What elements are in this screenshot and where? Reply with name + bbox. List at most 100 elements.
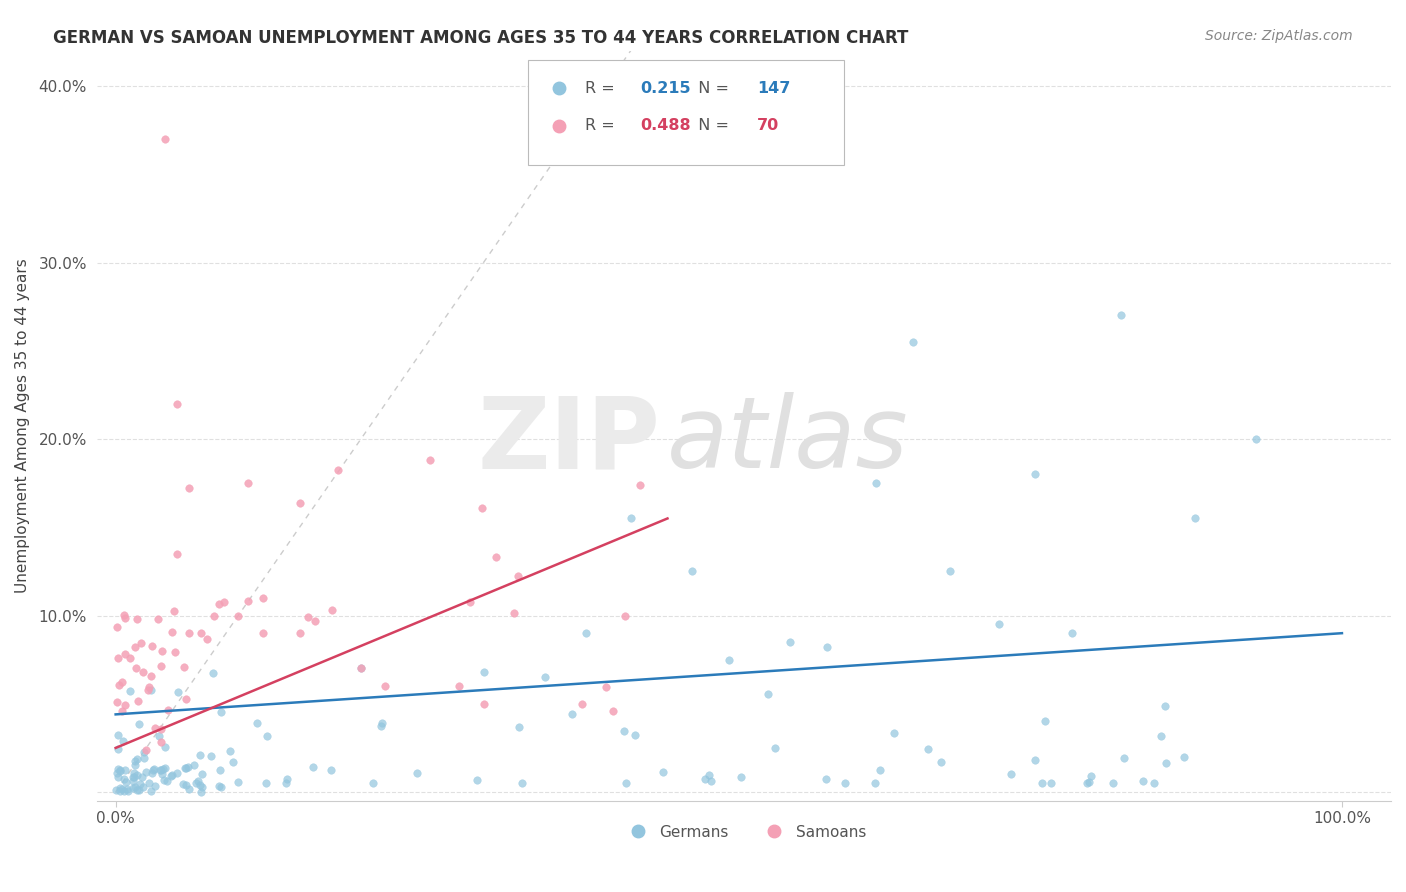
Point (276, 772, 298, 787)
Point (815, 772, 838, 786)
Point (125, 661, 148, 675)
Point (114, 698, 136, 713)
Point (139, 683, 162, 698)
Text: N =: N = (689, 80, 734, 95)
Point (124, 780, 146, 795)
Point (447, 679, 470, 693)
Point (114, 783, 136, 797)
Point (125, 612, 148, 626)
Point (104, 783, 127, 797)
Point (191, 780, 214, 794)
Point (863, 776, 886, 790)
Point (162, 768, 184, 782)
Point (174, 691, 197, 706)
Point (177, 760, 200, 774)
Text: ZIP: ZIP (477, 392, 659, 490)
Point (1150, 729, 1173, 743)
Point (187, 774, 209, 789)
Point (110, 782, 132, 797)
Point (108, 780, 131, 795)
Point (697, 768, 720, 782)
Point (929, 756, 952, 770)
Point (256, 730, 278, 744)
Point (302, 760, 325, 774)
Point (1031, 776, 1053, 790)
Point (869, 764, 891, 778)
Point (188, 778, 211, 792)
Point (1154, 698, 1177, 713)
Point (128, 717, 150, 731)
Point (1024, 753, 1046, 767)
Point (173, 659, 195, 673)
Point (190, 626, 212, 640)
Point (1132, 773, 1154, 788)
Point (152, 762, 174, 776)
Point (613, 608, 636, 623)
Point (156, 703, 179, 717)
Point (118, 684, 141, 698)
Point (138, 775, 160, 789)
Point (160, 624, 183, 639)
Point (115, 782, 138, 797)
Text: 70: 70 (756, 119, 779, 133)
Point (361, 776, 384, 790)
Point (107, 728, 129, 742)
Point (132, 751, 155, 765)
Point (319, 763, 342, 777)
Point (122, 770, 145, 784)
Point (1024, 467, 1046, 482)
Point (195, 632, 218, 647)
Point (124, 640, 146, 655)
Point (1173, 750, 1195, 764)
Point (252, 591, 274, 605)
Point (122, 774, 145, 789)
Point (150, 767, 173, 781)
Text: 0.488: 0.488 (641, 119, 692, 133)
Point (1184, 511, 1206, 525)
Point (208, 779, 231, 793)
Point (1244, 432, 1267, 446)
Point (110, 764, 132, 779)
Point (1033, 714, 1056, 729)
Point (108, 763, 131, 777)
Point (624, 728, 647, 742)
Point (575, 626, 598, 640)
Point (288, 496, 311, 510)
Point (700, 773, 723, 788)
Point (987, 617, 1010, 632)
Point (112, 607, 135, 622)
Text: Source: ZipAtlas.com: Source: ZipAtlas.com (1205, 29, 1353, 43)
Point (212, 594, 235, 608)
Point (165, 645, 187, 659)
Point (135, 764, 157, 779)
Point (121, 770, 143, 784)
Point (153, 132, 176, 146)
Y-axis label: Unemployment Among Ages 35 to 44 years: Unemployment Among Ages 35 to 44 years (15, 259, 30, 593)
Point (190, 785, 212, 799)
Point (883, 726, 905, 740)
Text: atlas: atlas (666, 392, 908, 490)
Point (156, 773, 179, 788)
Point (127, 693, 149, 707)
Point (167, 685, 190, 699)
Point (1076, 776, 1098, 790)
Point (1077, 774, 1099, 789)
Point (134, 745, 156, 759)
Point (681, 565, 703, 579)
Point (370, 719, 392, 733)
Point (174, 778, 197, 792)
Point (120, 651, 142, 665)
Point (108, 678, 131, 692)
Point (159, 768, 181, 782)
Point (111, 674, 134, 689)
Point (127, 752, 149, 766)
Point (209, 780, 232, 794)
Point (730, 770, 752, 784)
Point (458, 595, 481, 609)
Point (304, 615, 326, 629)
Point (143, 721, 166, 735)
Point (901, 334, 924, 349)
Point (297, 609, 319, 624)
Point (114, 764, 136, 778)
Point (1080, 769, 1102, 783)
